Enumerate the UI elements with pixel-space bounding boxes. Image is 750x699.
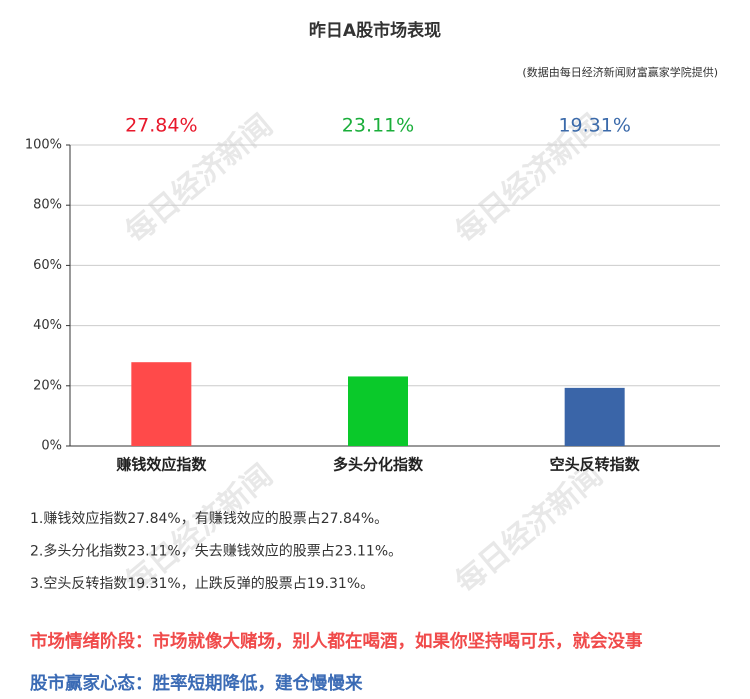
y-tick-label: 20% <box>33 378 62 393</box>
value-label: 27.84% <box>125 115 197 137</box>
y-tick-label: 100% <box>25 138 62 153</box>
bar <box>131 362 192 446</box>
bar <box>564 387 625 446</box>
y-tick-label: 40% <box>33 318 62 333</box>
x-tick-label: 空头反转指数 <box>550 456 641 474</box>
x-tick-label: 多头分化指数 <box>333 456 424 474</box>
footer-line: 股市赢家心态：胜率短期降低，建仓慢慢来 <box>30 673 363 694</box>
footer-line: 市场情绪阶段：市场就像大赌场，别人都在喝酒，如果你坚持喝可乐，就会没事 <box>30 631 643 652</box>
chart-title: 昨日A股市场表现 <box>309 20 441 41</box>
value-label: 19.31% <box>558 115 630 137</box>
y-tick-label: 80% <box>33 198 62 213</box>
note: 1.赚钱效应指数27.84%，有赚钱效应的股票占27.84%。 <box>30 510 388 527</box>
bar <box>348 376 408 446</box>
y-tick-label: 60% <box>33 258 62 273</box>
x-tick-label: 赚钱效应指数 <box>115 456 207 474</box>
value-label: 23.11% <box>342 115 414 137</box>
y-tick-label: 0% <box>41 439 62 454</box>
chart-subtitle: (数据由每日经济新闻财富赢家学院提供) <box>522 65 718 79</box>
note: 2.多头分化指数23.11%，失去赚钱效应的股票占23.11%。 <box>30 543 402 560</box>
note: 3.空头反转指数19.31%，止跌反弹的股票占19.31%。 <box>30 576 374 592</box>
